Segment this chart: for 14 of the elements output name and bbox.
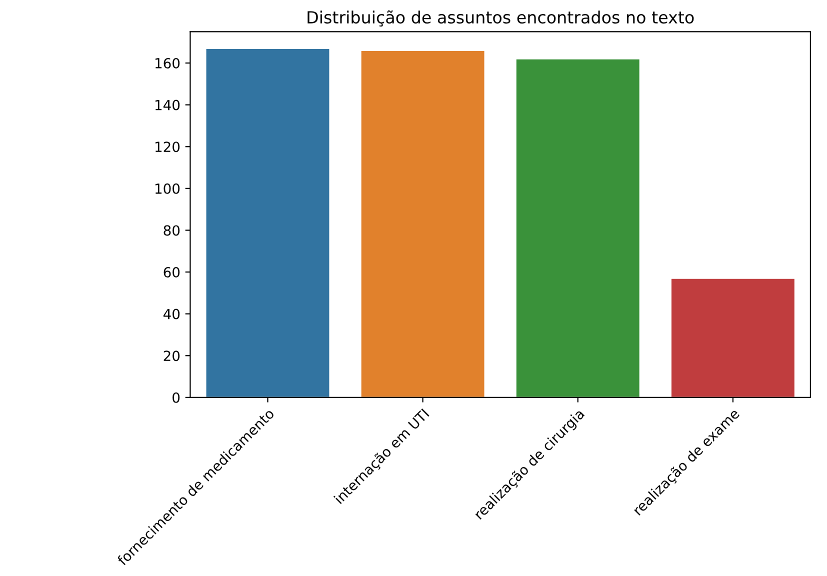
- bar: [360, 50, 486, 398]
- y-tick-label: 60: [164, 267, 180, 278]
- bar: [515, 58, 640, 398]
- y-tick-label: 120: [156, 142, 180, 152]
- y-tick-label: 0: [172, 392, 180, 403]
- y-tick-label: 160: [156, 58, 180, 69]
- bar: [205, 48, 330, 398]
- y-tick-label: 40: [163, 308, 180, 320]
- y-tick-label: 20: [164, 350, 180, 362]
- bar: [670, 278, 796, 398]
- y-tick-label: 80: [164, 225, 180, 236]
- y-tick-label: 100: [156, 183, 180, 194]
- y-tick-label: 140: [156, 100, 180, 110]
- chart-title: Distribuição de assuntos encontrados no texto: [308, 10, 694, 27]
